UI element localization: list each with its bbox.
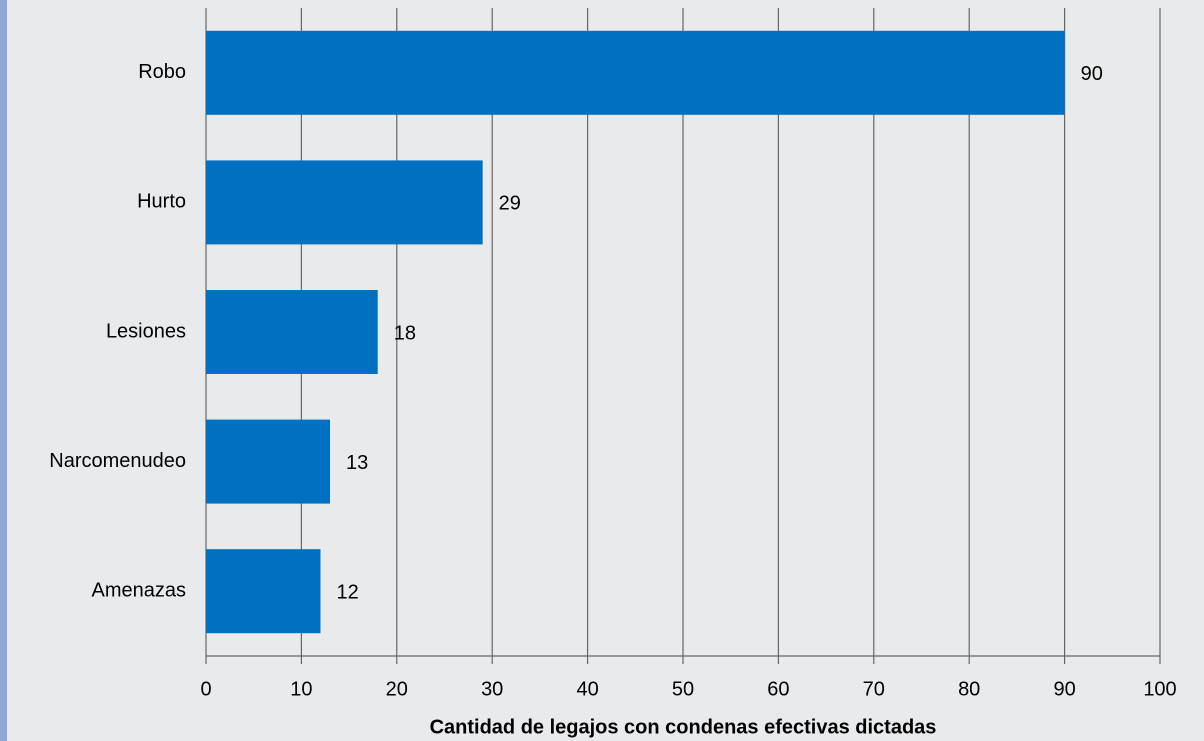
x-tick-label: 90 xyxy=(1053,678,1075,700)
x-axis-title: Cantidad de legajos con condenas efectiv… xyxy=(430,716,937,738)
x-tick-label: 40 xyxy=(576,678,598,700)
bar xyxy=(206,160,483,245)
x-tick-label: 60 xyxy=(767,678,789,700)
bar xyxy=(206,549,321,634)
value-label: 90 xyxy=(1081,63,1103,85)
x-tick-label: 70 xyxy=(863,678,885,700)
x-tick-label: 50 xyxy=(672,678,694,700)
bar xyxy=(206,419,331,504)
value-label: 13 xyxy=(346,452,368,474)
value-label: 29 xyxy=(499,193,521,215)
x-tick-label: 80 xyxy=(958,678,980,700)
value-label: 18 xyxy=(394,322,416,344)
y-tick-label: Hurto xyxy=(137,191,186,213)
side-strip xyxy=(0,0,7,741)
bar xyxy=(206,290,378,374)
value-label: 12 xyxy=(336,581,358,603)
x-tick-label: 30 xyxy=(481,678,503,700)
y-tick-label: Robo xyxy=(138,61,186,83)
x-tick-label: 10 xyxy=(290,678,312,700)
y-tick-label: Amenazas xyxy=(92,579,187,601)
y-tick-label: Lesiones xyxy=(106,320,186,342)
bar xyxy=(206,30,1065,115)
x-tick-label: 20 xyxy=(386,678,408,700)
y-tick-label: Narcomenudeo xyxy=(49,450,186,472)
x-tick-label: 100 xyxy=(1143,678,1176,700)
x-tick-label: 0 xyxy=(200,678,211,700)
